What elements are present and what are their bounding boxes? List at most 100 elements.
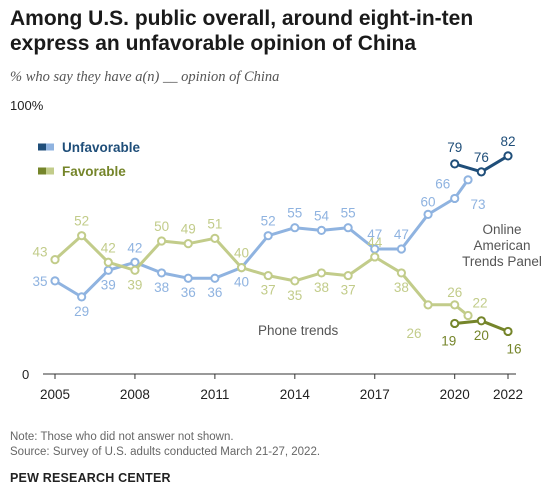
data-label-favorable: 49: [181, 222, 196, 237]
data-point-favorable: [476, 316, 486, 326]
data-label-favorable: 44: [367, 235, 383, 250]
data-label-favorable: 38: [394, 280, 409, 295]
data-label-unfavorable: 52: [261, 214, 276, 229]
data-point-unfavorable: [210, 273, 220, 283]
data-label-unfavorable: 54: [314, 208, 330, 223]
data-label-unfavorable: 36: [207, 285, 222, 300]
data-label-favorable: 52: [74, 214, 89, 229]
annotation-phone-trends: Phone trends: [258, 323, 339, 338]
data-point-unfavorable: [476, 167, 486, 177]
data-point-unfavorable: [423, 209, 433, 219]
data-label-favorable: 40: [234, 246, 249, 261]
data-point-favorable: [370, 252, 380, 262]
data-label-unfavorable: 39: [101, 277, 116, 292]
data-point-favorable: [343, 270, 353, 281]
footer-credit: PEW RESEARCH CENTER: [10, 471, 171, 485]
data-label-favorable: 16: [506, 341, 521, 356]
data-point-favorable: [236, 263, 247, 273]
data-label-unfavorable: 79: [447, 140, 462, 155]
x-tick-label: 2022: [493, 387, 523, 402]
x-tick-label: 2005: [40, 387, 70, 402]
chart-title: Among U.S. public overall, around eight-…: [10, 7, 474, 55]
data-label-favorable: 37: [341, 283, 356, 298]
data-point-favorable: [156, 236, 167, 246]
data-label-unfavorable: 55: [341, 206, 356, 221]
annotation-online-panel: Online: [482, 222, 521, 237]
data-label-favorable: 50: [154, 219, 169, 234]
data-label-unfavorable: 66: [435, 176, 450, 191]
data-label-favorable: 26: [407, 326, 422, 341]
data-point-favorable: [316, 268, 327, 278]
data-label-unfavorable: 47: [367, 227, 382, 242]
data-point-unfavorable: [396, 244, 407, 254]
data-label-unfavorable: 36: [181, 285, 196, 300]
legend-label-favorable: Favorable: [62, 164, 126, 179]
data-label-unfavorable: 82: [500, 134, 515, 149]
data-point-unfavorable: [263, 231, 273, 241]
data-label-favorable: 35: [287, 288, 302, 303]
data-label-favorable: 37: [261, 283, 276, 298]
data-point-unfavorable: [50, 276, 60, 286]
annotation-online-panel: Trends Panel: [462, 254, 542, 269]
data-label-unfavorable: 47: [394, 227, 409, 242]
x-tick-label: 2020: [440, 387, 470, 402]
data-point-favorable: [396, 268, 407, 278]
data-point-favorable: [450, 318, 460, 329]
annotation-online-panel: American: [473, 238, 530, 253]
data-point-unfavorable: [290, 223, 300, 233]
data-point-unfavorable: [450, 193, 460, 204]
legend-label-unfavorable: Unfavorable: [62, 140, 141, 155]
x-tick-label: 2008: [120, 387, 150, 402]
data-point-unfavorable: [450, 159, 460, 169]
source-text: Source: Survey of U.S. adults conducted …: [10, 446, 321, 458]
chart-subtitle: % who say they have a(n) __ opinion of C…: [10, 69, 280, 85]
data-label-unfavorable: 76: [474, 150, 489, 165]
data-label-unfavorable: 35: [32, 274, 47, 289]
note-text: Note: Those who did not answer not shown…: [10, 431, 234, 443]
data-point-favorable: [503, 326, 513, 337]
data-label-unfavorable: 38: [154, 280, 169, 295]
data-point-favorable: [290, 276, 300, 286]
data-label-unfavorable: 40: [234, 275, 249, 290]
data-label-unfavorable: 42: [127, 240, 142, 255]
data-point-unfavorable: [183, 273, 193, 283]
data-point-unfavorable: [130, 257, 140, 267]
data-point-unfavorable: [316, 225, 327, 235]
series-line-favorable-phone: [53, 234, 469, 317]
data-label-favorable: 19: [441, 333, 456, 348]
data-point-unfavorable: [103, 265, 113, 275]
data-label-favorable: 38: [314, 280, 329, 295]
data-point-favorable: [77, 231, 87, 241]
x-tick-label: 2014: [280, 387, 311, 402]
data-label-favorable: 20: [474, 328, 489, 343]
data-point-favorable: [210, 233, 220, 243]
y-axis-top-label: 100%: [10, 98, 44, 113]
data-label-favorable: 51: [207, 216, 222, 231]
data-label-unfavorable: 73: [471, 197, 486, 212]
data-point-favorable: [103, 257, 113, 267]
data-point-favorable: [183, 239, 193, 249]
data-point-favorable: [450, 300, 460, 310]
x-tick-label: 2017: [360, 387, 390, 402]
data-label-favorable: 26: [447, 285, 462, 300]
data-point-favorable: [263, 270, 273, 281]
data-label-favorable: 43: [32, 245, 47, 260]
data-point-unfavorable: [503, 151, 513, 161]
data-point-favorable: [50, 255, 60, 265]
x-tick-label: 2011: [200, 387, 229, 402]
data-label-favorable: 39: [127, 277, 142, 292]
data-label-unfavorable: 29: [74, 304, 89, 319]
data-label-favorable: 42: [101, 240, 116, 255]
y-axis-zero-label: 0: [22, 367, 29, 382]
data-point-unfavorable: [463, 175, 473, 185]
data-label-unfavorable: 60: [421, 194, 436, 209]
data-point-favorable: [130, 265, 140, 275]
data-label-unfavorable: 55: [287, 206, 302, 221]
data-point-unfavorable: [77, 292, 87, 302]
data-point-unfavorable: [343, 223, 353, 233]
data-point-favorable: [463, 310, 473, 321]
data-point-favorable: [423, 300, 433, 310]
data-point-unfavorable: [156, 268, 167, 278]
data-label-favorable: 22: [473, 295, 488, 310]
